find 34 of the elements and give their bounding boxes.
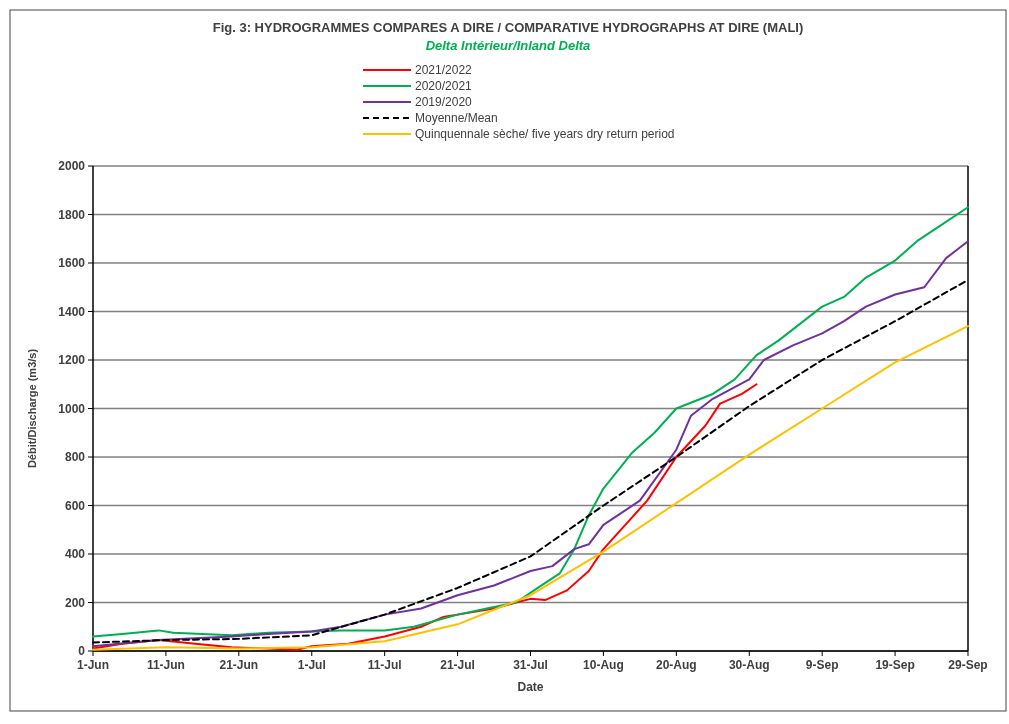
x-tick-label: 20-Aug <box>656 658 697 672</box>
x-tick-label: 11-Jul <box>367 658 402 672</box>
y-tick-label: 200 <box>64 595 86 610</box>
y-tick-label: 1000 <box>58 401 86 416</box>
line-series <box>92 383 758 651</box>
x-tick-label: 10-Aug <box>583 658 624 672</box>
x-tick-label: 11-Jun <box>146 658 185 672</box>
y-axis-title: Débit/Discharge (m3/s) <box>26 348 38 469</box>
x-tick-label: 31-Jul <box>513 658 548 672</box>
x-tick-label: 21-Jun <box>219 658 259 672</box>
y-tick-label: 1600 <box>58 256 86 271</box>
chart-subtitle: Delta Intérieur/Inland Delta <box>425 38 591 53</box>
x-axis-title: Date <box>517 680 544 694</box>
y-tick-label: 800 <box>64 450 86 465</box>
y-tick-label: 2000 <box>58 159 86 174</box>
y-tick-label: 400 <box>64 547 86 562</box>
legend-label: 2020/2021 <box>415 79 473 94</box>
x-tick-label: 1-Jun <box>76 658 110 672</box>
x-tick-label: 9-Sep <box>805 658 839 672</box>
y-tick-label: 1400 <box>58 304 86 319</box>
legend-label: 2019/2020 <box>415 95 473 110</box>
y-tick-label: 0 <box>78 644 86 659</box>
x-tick-label: 21-Jul <box>440 658 475 672</box>
legend-label: 2021/2022 <box>415 63 473 78</box>
y-tick-label: 1200 <box>58 353 86 368</box>
y-tick-label: 1800 <box>58 207 86 222</box>
x-tick-label: 30-Aug <box>728 658 770 672</box>
chart-title: Fig. 3: HYDROGRAMMES COMPARES A DIRE / COMPARATIVE HYDROGRAPHS AT DIRE (MALI) <box>212 20 804 35</box>
y-tick-label: 600 <box>64 498 86 513</box>
legend-label: Moyenne/Mean <box>415 111 498 126</box>
legend-label: Quinquennale sèche/ five years dry return period <box>415 127 675 142</box>
x-tick-label: 19-Sep <box>875 658 915 672</box>
x-tick-label: 29-Sep <box>948 658 988 672</box>
x-tick-label: 1-Jul <box>297 658 326 672</box>
